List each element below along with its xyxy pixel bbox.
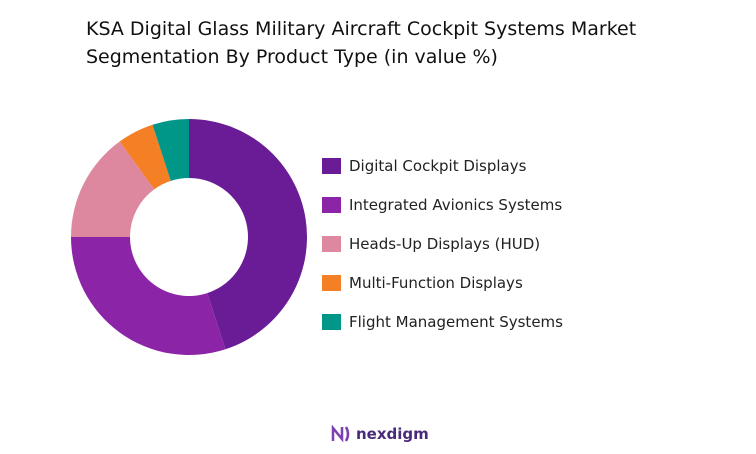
legend-item: Digital Cockpit Displays [322,146,563,185]
legend-item: Flight Management Systems [322,302,563,341]
legend-item: Integrated Avionics Systems [322,185,563,224]
donut-slice-4 [152,119,189,181]
legend: Digital Cockpit Displays Integrated Avio… [322,146,563,341]
brand-logo: nexdigm [330,424,429,444]
legend-label: Multi-Function Displays [349,273,523,292]
legend-swatch [322,274,341,291]
donut-slice-0 [189,119,307,350]
donut-slice-3 [119,124,171,190]
legend-swatch [322,235,341,252]
donut-slice-1 [71,237,226,356]
legend-label: Integrated Avionics Systems [349,195,563,214]
legend-item: Multi-Function Displays [322,263,563,302]
legend-swatch [322,196,341,213]
brand-name: nexdigm [356,425,429,443]
legend-label: Flight Management Systems [349,312,563,331]
chart-title: KSA Digital Glass Military Aircraft Cock… [86,18,637,68]
legend-swatch [322,313,341,330]
legend-label: Digital Cockpit Displays [349,156,527,175]
legend-item: Heads-Up Displays (HUD) [322,224,563,263]
logo-icon [331,424,350,443]
legend-label: Heads-Up Displays (HUD) [349,234,541,253]
donut-slice-2 [71,141,155,237]
legend-swatch [322,157,341,174]
